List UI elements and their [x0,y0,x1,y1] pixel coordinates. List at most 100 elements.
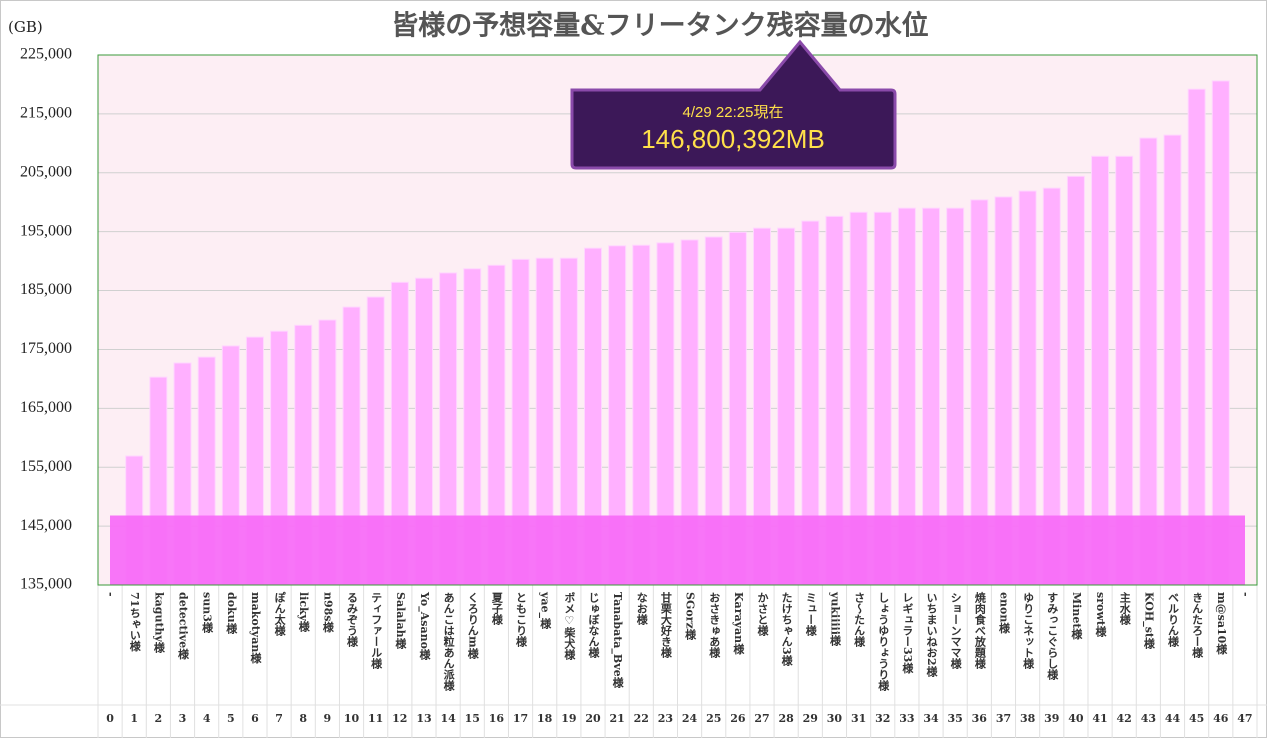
x-index-label: 20 [585,712,601,725]
x-index-label: 10 [344,712,360,725]
x-tick-label: yae_様 [538,591,552,630]
x-tick-label: 焼肉食べ放題様 [973,591,987,670]
x-index-label: 22 [634,712,649,725]
water-level [110,515,1245,585]
x-tick-label: 71ちゃい様 [128,592,141,652]
x-tick-label: detective様 [177,592,190,660]
x-tick-label: kaguthy様 [152,592,165,654]
x-index-label: 38 [1020,712,1036,725]
x-tick-label: ベルりん様 [1166,592,1179,648]
x-index-label: 44 [1165,712,1181,725]
y-tick-label: 215,000 [20,105,72,122]
x-index-label: 0 [106,712,114,725]
x-index-label: 12 [392,712,407,725]
x-index-label: 36 [972,712,988,725]
y-tick-label: 155,000 [20,458,72,475]
x-tick-label: じゅぼなん様 [587,592,600,659]
y-tick-label: 205,000 [20,163,72,180]
y-tick-label: 135,000 [20,576,72,593]
x-index-label: 34 [923,712,939,725]
x-index-label: 1 [130,712,138,725]
x-index-label: 15 [465,712,480,725]
x-tick-label: n98s様 [321,592,334,633]
x-index-label: 39 [1044,712,1059,725]
x-tick-label: Yo_Asano様 [417,591,431,661]
x-tick-label: Tanabata_Bve様 [610,592,624,688]
x-index-label: 47 [1237,712,1252,725]
x-index-label: 43 [1141,712,1156,725]
x-tick-label: ショーンママ様 [949,592,962,670]
plot-border [97,54,1258,586]
x-index-label: 2 [155,712,163,725]
x-tick-label: たけちゃん3様 [780,592,793,667]
x-tick-label: srowt様 [1094,592,1107,638]
x-tick-label: - [1239,592,1252,597]
x-tick-label: くろりんm様 [466,592,479,660]
x-tick-label: おさきゅあ様 [708,592,721,659]
x-tick-label: ポメ♡柴犬様 [563,591,577,661]
x-tick-label: Minet様 [1070,592,1083,640]
x-tick-label: enon様 [997,592,1010,634]
x-index-label: 32 [875,712,890,725]
x-tick-label: 甘栗大好き様 [659,591,673,659]
y-tick-label: 145,000 [20,517,72,534]
x-tick-label: いちまいねお2様 [925,592,938,677]
y-tick-label: 195,000 [20,222,72,239]
chart-title: 皆様の予想容量&フリータンク残容量の水位 [391,10,928,42]
x-tick-label: KOH_st様 [1141,592,1155,650]
x-index-label: 16 [489,712,505,725]
x-index-label: 18 [537,712,553,725]
x-tick-label: ともこり様 [515,592,528,648]
callout-box [570,39,897,170]
x-tick-label: ティファール様 [370,592,383,670]
y-tick-label: 175,000 [20,340,72,357]
x-index-label: 7 [275,712,283,725]
y-tick-label: 225,000 [20,46,72,63]
x-tick-label: licky様 [297,592,310,633]
x-tick-label: yukiiiii様 [828,591,841,647]
x-tick-label: さ〜たん様 [853,592,866,648]
x-tick-label: ぽん太様 [273,591,287,637]
x-tick-label: かさと様 [756,592,769,637]
x-tick-label: doku様 [225,592,238,634]
callout-time: 4/29 22:25現在 [683,104,784,121]
x-tick-label: あんこは粒あん派様 [442,592,455,692]
x-index-label: 3 [179,712,187,725]
x-tick-label: しょうゆりょうり様 [877,592,890,692]
x-tick-label: Salalah様 [394,592,407,649]
x-tick-label: 主水様 [1118,591,1131,626]
x-index-label: 40 [1068,712,1084,725]
x-index-label: 6 [251,712,259,725]
x-tick-label: るみぞう様 [346,592,359,648]
x-tick-label: - [104,592,117,597]
y-axis-unit: (GB) [8,18,43,36]
x-tick-label: sun3様 [201,592,214,634]
x-tick-label: なお様 [635,592,648,626]
x-tick-label: 夏子様 [490,592,503,626]
x-index-label: 5 [227,712,235,725]
x-tick-label: きんたろー様 [1191,592,1204,659]
x-index-label: 21 [609,712,624,725]
x-index-label: 27 [754,712,769,725]
x-tick-label: すみっこぐらし様 [1046,592,1059,681]
x-tick-label: ゆりこネット様 [1022,592,1035,670]
x-tick-label: SGorz様 [684,592,697,640]
bar [1187,88,1206,586]
x-tick-label: Karayan様 [732,592,745,655]
x-tick-label: m@sa10様 [1215,592,1228,655]
x-tick-label: レギュラー33様 [901,592,914,674]
x-index-label: 45 [1189,712,1204,725]
x-index-label: 31 [851,712,866,725]
x-index-label: 26 [730,712,746,725]
x-index-label: 4 [203,712,211,725]
x-index-label: 13 [416,712,431,725]
x-index-label: 8 [299,712,307,725]
x-index-label: 41 [1092,712,1107,725]
x-index-label: 23 [658,712,673,725]
plot: 135,000 145,000 155,000 165,000 175,000 185,0… [0,46,1267,738]
x-index-label: 9 [324,712,332,725]
x-index-label: 28 [779,712,795,725]
bar [1211,80,1230,586]
x-index-label: 24 [682,712,698,725]
